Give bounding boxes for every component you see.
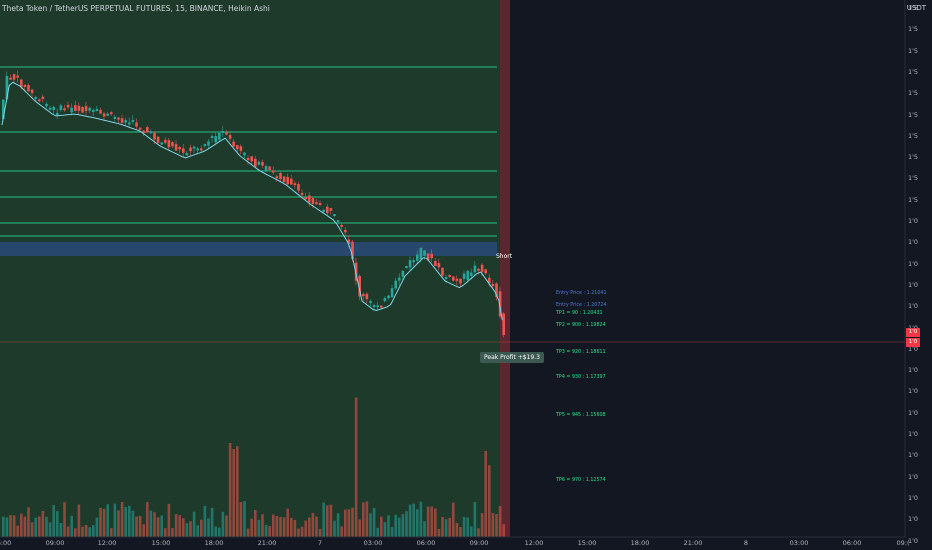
moving-average-line: [1, 81, 503, 321]
price-tick-label: 1'5: [908, 46, 919, 55]
time-tick-label: 6:00: [0, 539, 12, 547]
level-label: TP4 = 930 : 1.17397: [556, 375, 606, 380]
level-label: TP2 = 900 : 1.19824: [556, 323, 606, 328]
time-tick-label: 06:00: [842, 539, 862, 547]
price-tick-label: 1'0: [908, 493, 919, 502]
time-tick-label: 7: [317, 539, 323, 547]
price-tick-label: 1'5: [908, 110, 919, 119]
price-tick-label: 1'0: [908, 408, 919, 417]
price-tick-label: 1'5: [908, 153, 919, 162]
price-tick-label: 1'5: [908, 25, 919, 34]
price-tick-label: 1'5: [908, 174, 919, 183]
time-tick-label: 18:00: [630, 539, 650, 547]
time-tick-label: 09:00: [45, 539, 65, 547]
price-tick-label: 1'0: [908, 387, 919, 396]
price-tick-label: 1'0: [908, 324, 918, 332]
time-tick-label: 09:(: [896, 539, 910, 547]
price-tick-label: 1'0: [908, 536, 919, 545]
price-tick-label: 1'5: [908, 4, 919, 12]
time-tick-label: 15:00: [577, 539, 597, 547]
level-label: TP6 = 970 : 1.12574: [556, 478, 606, 483]
peak-profit-badge: Peak Profit +$19.3: [480, 352, 544, 363]
price-tick-label: 1'0: [908, 451, 919, 460]
short-signal-label: Short: [496, 253, 513, 260]
price-tick-label: 1'0: [908, 366, 919, 375]
level-label: Entry Price : 1.20724: [556, 303, 607, 308]
price-tick-label: 1'0: [908, 217, 919, 225]
price-tick-label: 1'0: [908, 515, 919, 524]
chart-title: Theta Token / TetherUS PERPETUAL FUTURES…: [2, 4, 270, 13]
time-tick-label: 18:00: [204, 539, 224, 547]
price-badge: 1'0: [906, 328, 920, 337]
price-tick-label: 1'0: [908, 238, 919, 247]
time-tick-label: 15:00: [151, 539, 171, 547]
time-tick-label: 21:00: [257, 539, 277, 547]
time-tick-label: 03:00: [789, 539, 809, 547]
price-tick-label: 1'0: [908, 430, 919, 438]
time-tick-label: 12:00: [97, 539, 117, 547]
price-tick-label: 1'5: [908, 89, 919, 98]
time-tick-label: 8: [743, 539, 749, 547]
price-tick-label: 1'5: [908, 195, 919, 204]
level-label: TP1 = 90 : 1.20431: [556, 311, 603, 316]
price-tick-label: 1'0: [908, 302, 919, 311]
time-tick-label: 09:00: [469, 539, 489, 547]
entry-zone: [0, 242, 497, 256]
price-badge: 1'0: [906, 338, 920, 347]
signal-bar: [500, 0, 510, 537]
price-tick-label: 1'0: [908, 280, 919, 289]
time-tick-label: 21:00: [683, 539, 703, 547]
price-tick-label: 1'0: [908, 259, 919, 268]
level-label: TP3 = 920 : 1.18611: [556, 350, 606, 355]
price-tick-label: 1'5: [908, 67, 919, 76]
level-label: Entry Price : 1.21041: [556, 291, 607, 296]
price-tick-label: 1'0: [908, 472, 919, 481]
currency-label: USDT: [906, 4, 926, 12]
time-tick-label: 12:00: [524, 539, 544, 547]
price-tick-label: 1'0: [908, 344, 919, 353]
time-tick-label: 03:00: [363, 539, 383, 547]
history-zone: [0, 0, 500, 537]
price-tick-label: 1'5: [908, 131, 919, 140]
level-label: TP5 = 945 : 1.15608: [556, 413, 606, 418]
time-tick-label: 06:00: [416, 539, 436, 547]
